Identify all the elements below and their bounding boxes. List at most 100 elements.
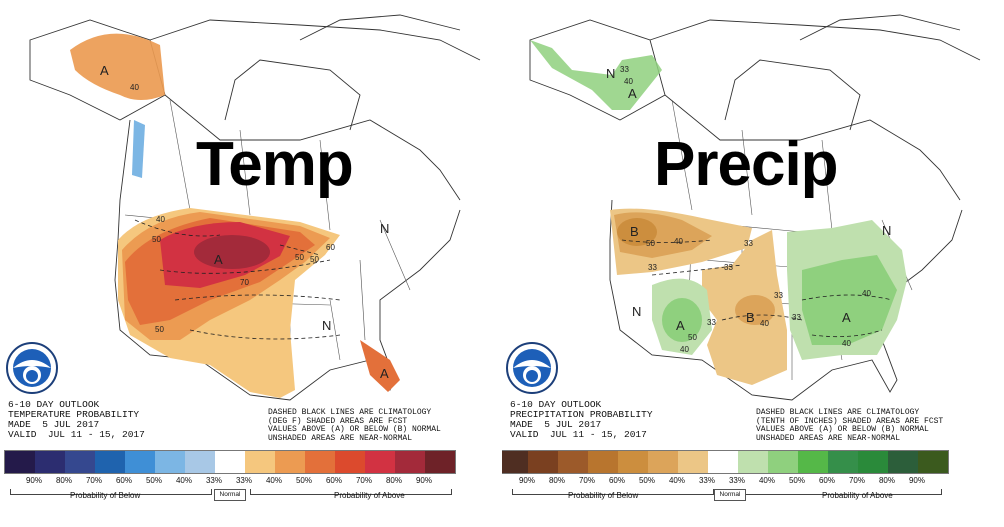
temp-outlook-line: 6-10 DAY OUTLOOK: [8, 399, 100, 410]
label-40-southeast: 40: [842, 339, 851, 348]
label-40-northwest: 40: [674, 237, 683, 246]
temp-below-bracket: [10, 489, 212, 495]
temp-above-bracket: [250, 489, 452, 495]
precip-legend-tick-label: 33%: [698, 476, 715, 485]
precip-legend-swatch: [918, 451, 948, 473]
precip-legend-tick-label: 60%: [818, 476, 835, 485]
temp-legend-tick-label: 70%: [355, 476, 372, 485]
temp-legend-tick-label: 60%: [115, 476, 132, 485]
temp-legend-swatch: [65, 451, 95, 473]
precip-legend-tick-label: 33%: [728, 476, 745, 485]
precip-legend-tick-label: 80%: [878, 476, 895, 485]
label-33-plains-west: 33: [707, 318, 716, 327]
precip-below-bracket: [512, 489, 714, 495]
precip-note-line: UNSHADED AREAS ARE NEAR-NORMAL: [756, 433, 901, 443]
precip-above-caption: Probability of Above: [822, 491, 893, 500]
label-b-northwest: B: [630, 224, 639, 239]
temp-legend-swatch: [215, 451, 245, 473]
label-50-east: 50: [295, 253, 304, 262]
precip-note-line: VALUES ABOVE (A) OR BELOW (B) NORMAL: [756, 425, 929, 434]
precip-legend-swatch: [588, 451, 618, 473]
precip-legend-swatch: [738, 451, 768, 473]
temp-legend-tick-label: 80%: [385, 476, 402, 485]
label-33-plains-north: 33: [724, 263, 733, 272]
precip-legend-swatch: [828, 451, 858, 473]
precip-legend-tick-label: 50%: [788, 476, 805, 485]
noaa-logo-icon: [506, 342, 558, 394]
florida-above-region: [360, 340, 400, 392]
precip-legend-tick-label: 60%: [608, 476, 625, 485]
temp-note-line: UNSHADED AREAS ARE NEAR-NORMAL: [268, 433, 413, 443]
temp-legend-tick-label: 90%: [415, 476, 432, 485]
temp-legend-tick-label: 90%: [25, 476, 42, 485]
temp-legend-swatch: [5, 451, 35, 473]
precip-outlook-info: 6-10 DAY OUTLOOK PRECIPITATION PROBABILIT…: [510, 400, 653, 440]
precip-legend-swatch: [798, 451, 828, 473]
precip-legend-note: DASHED BLACK LINES ARE CLIMATOLOGY (TENTH…: [756, 408, 943, 443]
label-a-alaska: A: [100, 63, 109, 78]
precip-legend-ticks: 90% 80% 70% 60% 50% 40% 33% 33% 40% 50% 60% 70% 80% 9…: [502, 476, 947, 488]
precip-legend-tick-label: 70%: [848, 476, 865, 485]
label-50-northwest: 50: [646, 239, 655, 248]
precip-legend-swatch: [618, 451, 648, 473]
precip-legend-tick-label: 50%: [638, 476, 655, 485]
label-50-southwest: 50: [688, 333, 697, 342]
label-70-center: 70: [240, 278, 249, 287]
precipitation-map: N A B A B A N N 33 40 50 40 33 33 33 33 …: [529, 14, 981, 401]
temp-legend-swatch: [125, 451, 155, 473]
temp-legend-swatch: [95, 451, 125, 473]
label-a-alaska: A: [628, 86, 637, 101]
temp-note-line: DASHED BLACK LINES ARE CLIMATOLOGY: [268, 408, 432, 417]
temp-legend-swatch: [425, 451, 455, 473]
label-a-center: A: [214, 252, 223, 267]
temp-legend-tick-label: 33%: [235, 476, 252, 485]
temp-legend-tick-label: 80%: [55, 476, 72, 485]
temperature-outlook-panel: A A A N N 40 50 50 70 50 40 50 60 Temp 6…: [4, 14, 481, 501]
label-33-west: 33: [648, 263, 657, 272]
precip-title: Precip: [654, 130, 839, 199]
temp-note-line: (DEG F) SHADED AREAS ARE FCST: [268, 416, 408, 426]
temp-title: Temp: [196, 130, 354, 199]
temp-note-line: VALUES ABOVE (A) OR BELOW (B) NORMAL: [268, 425, 441, 434]
precip-below-caption: Probability of Below: [568, 491, 639, 500]
label-40-northwest: 40: [156, 215, 165, 224]
temp-below-caption: Probability of Below: [70, 491, 141, 500]
precip-legend-swatch: [678, 451, 708, 473]
label-40-plains: 40: [760, 319, 769, 328]
label-40-southwest: 40: [680, 345, 689, 354]
temp-above-caption: Probability of Above: [334, 491, 405, 500]
label-33-north: 33: [744, 239, 753, 248]
temp-legend-swatch: [35, 451, 65, 473]
temp-legend-swatch: [305, 451, 335, 473]
temp-legend-ticks: 90% 80% 70% 60% 50% 40% 33% 33% 40% 50% 60% 70% 80% 9…: [4, 476, 454, 488]
label-a-florida: A: [380, 366, 389, 381]
label-n-northeast: N: [882, 223, 891, 238]
temp-legend-swatch: [275, 451, 305, 473]
label-n-west: N: [632, 304, 641, 319]
precip-outlook-line: MADE 5 JUL 2017: [510, 419, 602, 430]
precip-legend-swatch: [558, 451, 588, 473]
precip-outlook-line: 6-10 DAY OUTLOOK: [510, 399, 602, 410]
temp-outlook-line: MADE 5 JUL 2017: [8, 419, 100, 430]
label-33-east: 33: [792, 313, 801, 322]
temp-legend-tick-label: 60%: [325, 476, 342, 485]
label-a-southwest: A: [676, 318, 685, 333]
temp-legend-swatch: [185, 451, 215, 473]
label-n-alaska: N: [606, 66, 615, 81]
precip-legend-swatch: [888, 451, 918, 473]
label-33-plains-east: 33: [774, 291, 783, 300]
precip-legend-colorbar: [502, 450, 949, 474]
temp-legend-note: DASHED BLACK LINES ARE CLIMATOLOGY (DEG F…: [268, 408, 441, 443]
temp-legend-swatch: [335, 451, 365, 473]
temp-outlook-line: VALID JUL 11 - 15, 2017: [8, 429, 145, 440]
precip-legend-tick-label: 80%: [548, 476, 565, 485]
temp-legend-tick-label: 50%: [295, 476, 312, 485]
temp-legend-swatch: [395, 451, 425, 473]
precip-legend-tick-label: 40%: [758, 476, 775, 485]
temperature-map: A A A N N 40 50 50 70 50 40 50 60: [29, 14, 481, 401]
precip-outlook-line: VALID JUL 11 - 15, 2017: [510, 429, 647, 440]
precip-legend-swatch: [648, 451, 678, 473]
label-50-southwest: 50: [155, 325, 164, 334]
precip-legend-swatch: [858, 451, 888, 473]
precip-legend-swatch: [502, 451, 528, 473]
